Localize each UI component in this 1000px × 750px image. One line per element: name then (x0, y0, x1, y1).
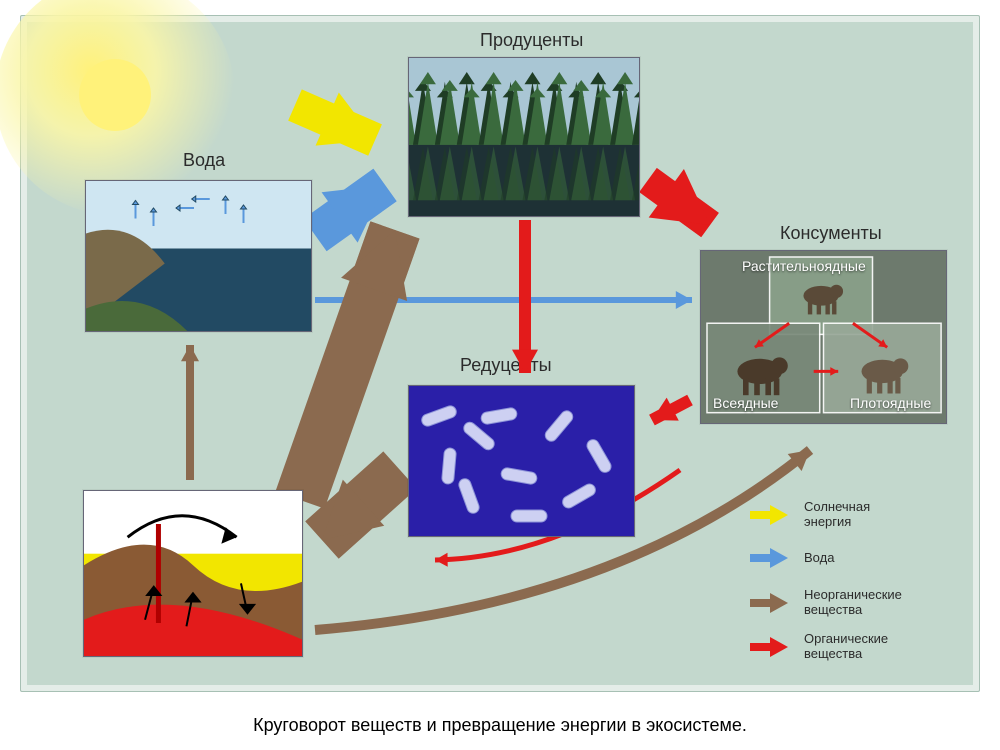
arrow-producers-to-consumers (648, 169, 710, 225)
arrow-consumers-to-decomposers1 (652, 398, 690, 421)
arrow-inorganic-to-producers (300, 230, 407, 500)
arrow-producers-to-decomposers (512, 220, 538, 373)
legend-item: Неорганические вещества (748, 588, 902, 618)
overlay-carnivores: Плотоядные (850, 395, 931, 411)
legend-item: Солнечная энергия (748, 500, 870, 530)
node-decomposers (408, 385, 635, 537)
legend-label: Неорганические вещества (804, 588, 902, 618)
legend-item: Вода (748, 544, 834, 572)
overlay-herbivores: Растительноядные (742, 258, 866, 274)
node-geology (83, 490, 303, 657)
legend-arrow-icon (748, 544, 790, 572)
legend-label: Солнечная энергия (804, 500, 870, 530)
legend-label: Органические вещества (804, 632, 888, 662)
node-water (85, 180, 312, 332)
legend-label: Вода (804, 551, 834, 566)
legend-item: Органические вещества (748, 632, 888, 662)
legend-arrow-icon (748, 633, 790, 661)
legend-arrow-icon (748, 589, 790, 617)
arrow-sun-to-producers (295, 93, 375, 146)
stage: Продуценты Вода Редуценты Консументы (0, 0, 1000, 750)
legend-arrow-icon (748, 501, 790, 529)
overlay-omnivores: Всеядные (713, 395, 778, 411)
arrow-inorganic-to-water (181, 345, 199, 480)
node-producers (408, 57, 640, 217)
diagram-caption: Круговорот веществ и превращение энергии… (0, 715, 1000, 736)
